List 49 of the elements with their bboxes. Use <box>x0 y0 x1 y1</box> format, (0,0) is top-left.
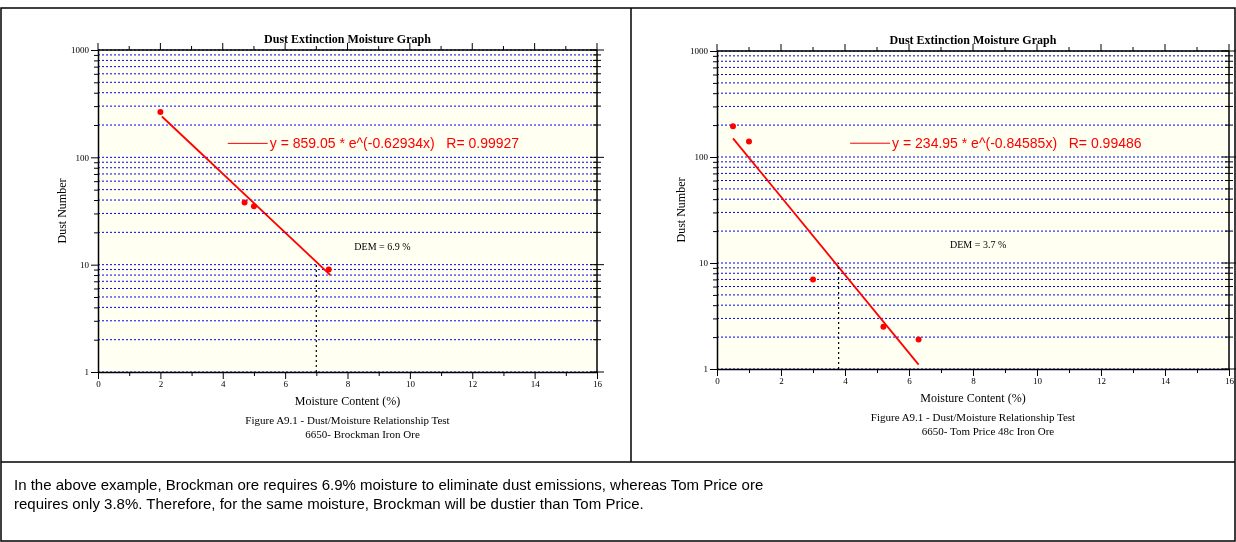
x-tick-label: 2 <box>779 376 784 387</box>
x-tick-label: 14 <box>1161 376 1171 387</box>
annotation: DEM = 3.7 % <box>950 239 1007 251</box>
point <box>746 138 752 145</box>
y-axis-title: Dust Number <box>55 178 69 244</box>
x-tick-label: 2 <box>158 379 164 390</box>
x-tick-label: 16 <box>1225 376 1235 387</box>
point <box>241 199 248 206</box>
x-tick-label: 8 <box>345 379 351 390</box>
x-tick-label: 4 <box>843 376 849 387</box>
text: requires only 3.8%. Therefore, for the same moisture, Brockman will be dustier than Tom Price. <box>14 495 644 512</box>
y-tick-label: 1000 <box>71 45 90 56</box>
caption: Figure A9.1 - Dust/Moisture Relationship Test <box>245 414 450 426</box>
y-tick-label: 100 <box>75 152 90 163</box>
x-tick-label: 0 <box>715 376 721 387</box>
x-axis-title: Moisture Content (%) <box>294 394 401 408</box>
point <box>915 336 922 343</box>
x-tick-label: 6 <box>283 379 289 390</box>
annotation: DEM = 6.9 % <box>354 240 411 252</box>
chart-title: Dust Extinction Moisture Graph <box>264 32 432 46</box>
point <box>730 123 736 130</box>
x-tick-label: 10 <box>1033 376 1043 387</box>
legend-label: y = 859.05 * e^(-0.62934x) R= 0.99927 <box>269 135 520 152</box>
point <box>157 108 164 115</box>
x-tick-label: 16 <box>593 379 603 390</box>
y-tick-label: 10 <box>80 260 90 271</box>
legend-label: y = 234.95 * e^(-0.84585x) R= 0.99486 <box>892 135 1142 152</box>
x-axis-title: Moisture Content (%) <box>920 391 1026 405</box>
x-tick-label: 12 <box>1097 376 1106 387</box>
y-tick-label: 1 <box>84 367 89 378</box>
y-tick-label: 1000 <box>690 46 709 57</box>
x-tick-label: 4 <box>221 379 226 390</box>
y-tick-label: 1 <box>703 364 708 375</box>
x-tick-label: 6 <box>907 376 913 387</box>
x-tick-label: 12 <box>468 379 478 390</box>
x-tick-label: 8 <box>971 376 977 387</box>
y-tick-label: 100 <box>694 152 709 163</box>
point <box>810 276 816 283</box>
caption: Figure A9.1 - Dust/Moisture Relationship Test <box>870 411 1076 423</box>
y-tick-label: 10 <box>699 258 709 269</box>
x-tick-label: 10 <box>405 379 416 390</box>
text: In the above example, Brockman ore requires 6.9% moisture to eliminate dust emissions, whereas Tom Price ore <box>14 476 764 493</box>
point <box>880 323 887 330</box>
text: 6650- Tom Price 48c Iron Ore <box>921 425 1055 437</box>
x-tick-label: 0 <box>96 379 102 390</box>
y-axis-title: Dust Number <box>674 177 688 243</box>
text: 6650- Brockman Iron Ore <box>305 428 420 440</box>
x-tick-label: 14 <box>530 379 541 390</box>
chart-title: Dust Extinction Moisture Graph <box>889 33 1057 47</box>
